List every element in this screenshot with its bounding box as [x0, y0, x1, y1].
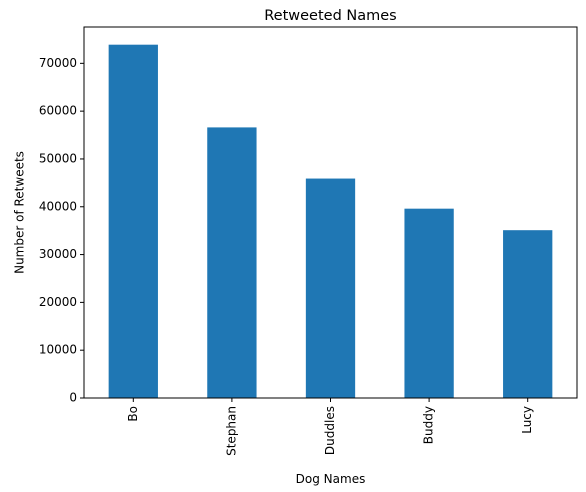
y-tick-label: 10000 [39, 343, 77, 357]
bar-lucy [503, 230, 553, 398]
bar-stephan [207, 127, 257, 399]
y-tick-label: 20000 [39, 295, 77, 309]
y-tick-label: 40000 [39, 199, 77, 213]
x-tick-label-lucy: Lucy [520, 406, 534, 434]
x-tick-label-buddy: Buddy [422, 406, 436, 444]
plot-frame [83, 26, 578, 399]
y-tick-label: 30000 [39, 247, 77, 261]
y-tick-label: 50000 [39, 151, 77, 165]
y-axis-label: Number of Retweets [13, 151, 27, 274]
y-tick-label: 0 [69, 391, 77, 405]
x-tick-label-duddles: Duddles [323, 406, 337, 455]
y-tick-label: 70000 [39, 56, 77, 70]
bar-buddy [404, 208, 454, 398]
x-tick-label-stephan: Stephan [224, 406, 238, 456]
bar-duddles [305, 178, 356, 398]
bars-layer [108, 44, 553, 399]
bar-bo [108, 44, 158, 399]
x-axis-ticks: Bo Stephan Duddles Buddy Lucy [126, 398, 534, 456]
y-axis-ticks: 0 10000 20000 30000 40000 50000 60000 70000 [39, 56, 84, 405]
x-tick-label-bo: Bo [126, 406, 140, 422]
x-axis-label: Dog Names [296, 472, 366, 486]
chart-title: Retweeted Names [264, 8, 396, 24]
y-tick-label: 60000 [39, 104, 77, 118]
